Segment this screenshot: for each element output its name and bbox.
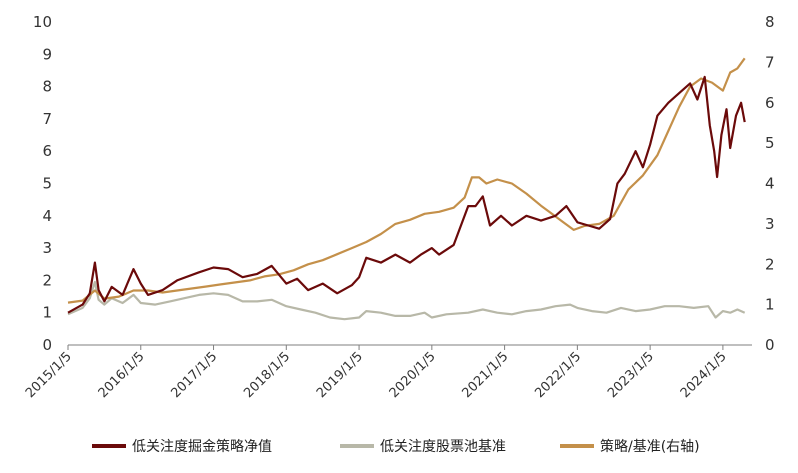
x-tick-label: 2018/1/5	[241, 349, 293, 401]
left-y-tick-label: 5	[42, 175, 52, 193]
legend-label-1: 低关注度股票池基准	[380, 438, 506, 455]
series-line-1	[67, 280, 746, 321]
series-layer	[67, 57, 746, 321]
x-tick-label: 2017/1/5	[168, 349, 220, 401]
x-tick-label: 2019/1/5	[314, 349, 366, 401]
left-y-tick-label: 6	[42, 142, 52, 160]
legend-label-0: 低关注度掘金策略净值	[132, 438, 272, 455]
left-y-tick-label: 10	[33, 13, 52, 31]
left-y-axis: 0 1 2 3 4 5 6 7 8 9 10	[33, 13, 52, 354]
x-tick-label: 2016/1/5	[96, 349, 148, 401]
right-y-tick-label: 2	[765, 255, 775, 273]
legend: 低关注度掘金策略净值 低关注度股票池基准 策略/基准(右轴)	[92, 438, 700, 455]
x-tick-label: 2020/1/5	[387, 349, 439, 401]
left-y-tick-label: 4	[42, 207, 52, 225]
left-y-tick-label: 7	[42, 110, 52, 128]
left-y-tick-label: 3	[42, 239, 52, 257]
x-axis: 2015/1/5 2016/1/5 2017/1/5 2018/1/5 2019/1/5…	[23, 344, 752, 401]
x-tick-label: 2023/1/5	[605, 349, 657, 401]
right-y-tick-label: 4	[765, 175, 775, 193]
legend-label-2: 策略/基准(右轴)	[600, 438, 700, 455]
x-tick-label: 2015/1/5	[23, 349, 75, 401]
right-y-tick-label: 5	[765, 134, 775, 152]
right-y-tick-label: 3	[765, 215, 775, 233]
x-tick-label: 2022/1/5	[532, 349, 584, 401]
x-tick-label: 2024/1/5	[678, 349, 730, 401]
left-y-tick-label: 0	[42, 336, 52, 354]
left-y-tick-label: 2	[42, 271, 52, 289]
right-y-axis: 0 1 2 3 4 5 6 7 8	[765, 13, 775, 354]
left-y-tick-label: 8	[42, 78, 52, 96]
left-y-tick-label: 9	[42, 45, 52, 63]
right-y-tick-label: 0	[765, 336, 775, 354]
right-y-tick-label: 1	[765, 296, 775, 314]
right-y-tick-label: 7	[765, 53, 775, 71]
right-y-tick-label: 8	[765, 13, 775, 31]
right-y-tick-label: 6	[765, 94, 775, 112]
series-line-2	[67, 57, 746, 304]
x-tick-label: 2021/1/5	[460, 349, 512, 401]
left-y-tick-label: 1	[42, 304, 52, 322]
series-line-0	[67, 75, 746, 314]
